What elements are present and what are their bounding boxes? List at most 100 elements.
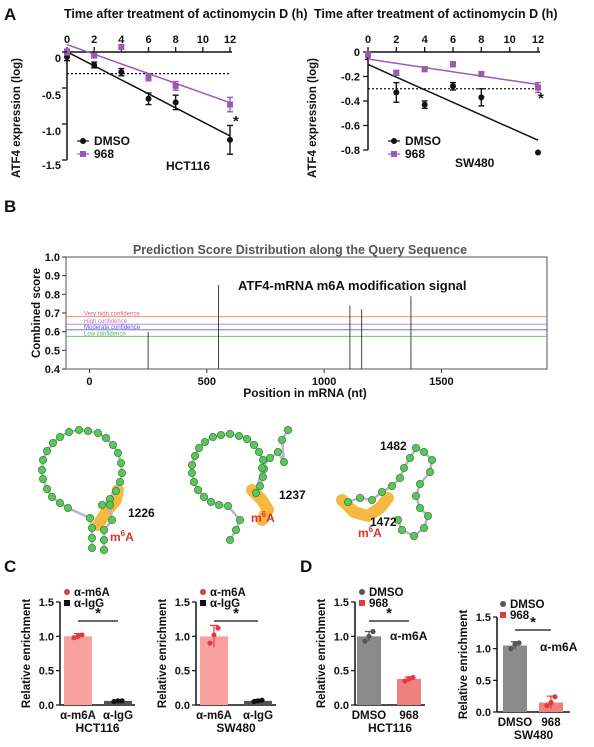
replicate-point [544,703,550,709]
chart-b-prediction: Prediction Score Distribution along the … [31,243,548,400]
nucleotide [405,453,414,462]
nucleotide [193,485,202,494]
y-tick-label: 1.5 [476,612,491,624]
rna3-site-label-1482: 1482 [380,439,407,453]
nucleotide [88,544,97,553]
nucleotide [117,458,126,467]
nucleotide [411,491,420,500]
category-label: DMSO [352,710,387,722]
data-point-dmso [450,83,456,90]
x-tick-label: 1500 [429,376,453,388]
nucleotide [94,428,103,437]
replicate-point [211,632,217,638]
nucleotide [88,524,97,533]
nucleotide [231,526,240,535]
y-tick-label: 1.5 [39,597,54,609]
y-tick-label: 0.0 [39,700,54,712]
rna1-m6a-label: m6A [110,529,134,544]
legend-marker [359,589,365,595]
x-tick-label: 2 [393,34,399,46]
x-tick-label: 10 [504,34,516,46]
data-point-dmso [118,69,125,76]
nucleotide [415,479,424,488]
y-tick-label: 0.4 [45,364,61,376]
legend-label: α-IgG [210,598,240,610]
nucleotide [225,536,234,545]
y-tick-label: 0 [354,47,360,59]
replicate-point [516,640,522,646]
nucleotide [64,503,73,512]
replicate-point [370,628,376,635]
data-point-968 [227,101,233,108]
x-tick-label: 0 [64,34,70,46]
x-tick-label: 0 [365,34,371,46]
replicate-point [251,698,257,705]
replicate-point [512,641,518,647]
bar-968 [397,678,421,705]
rna2-site-label: 1237 [279,488,306,502]
nucleotide [387,481,396,490]
nucleotide [273,447,282,456]
significance-star: * [530,614,536,631]
a1-legend-dmso-label: DMSO [94,134,130,148]
nucleotide [411,443,420,452]
data-point-968 [393,69,400,76]
legend-label: 968 [369,598,389,610]
data-point-968 [91,52,98,59]
nucleotide [49,438,58,447]
rna2-m6a-label: m6A [251,510,275,525]
nucleotide [395,473,404,482]
nucleotide [39,455,48,464]
data-point-968 [421,66,428,73]
nucleotide [343,497,352,506]
rna-structure-1237: 1237 m6A [187,425,306,545]
nucleotide [409,532,418,541]
legend-marker [64,589,70,595]
nucleotide [114,448,123,457]
y-tick-label: 1.5 [334,597,349,609]
x-tick-label: 4 [422,34,429,46]
nucleotide [88,534,97,543]
nucleotide [200,437,209,446]
panel-label-a: A [4,5,16,24]
rna-structure-1226: 1226 m6A [38,425,155,555]
replicate-point [115,698,121,704]
data-point-968 [118,43,125,50]
replicate-point [207,640,213,646]
y-tick-label: 1.0 [45,252,60,264]
x-tick-label: 4 [118,34,125,46]
nucleotide [100,526,109,535]
nucleotide [118,468,127,477]
legend-label: DMSO [369,587,404,599]
a2-significance-star: * [538,90,544,107]
nucleotide [249,440,258,449]
a2-legend-968-label: 968 [405,147,425,161]
category-label: DMSO [498,717,533,729]
category-label: 968 [399,710,419,722]
replicate-point [552,694,558,700]
panel-label-c: C [4,557,16,576]
x-tick-label: 1000 [312,376,336,388]
replicate-point [402,678,408,684]
nucleotide [279,457,288,466]
nucleotide [255,481,264,490]
rna3-m6a-label: m6A [358,525,382,540]
a1-ytick-3: -1.5 [42,160,61,172]
replicate-point [215,625,221,631]
y-tick-label: 0.5 [175,666,190,678]
nucleotide [86,514,95,523]
nucleotide [38,465,47,474]
nucleotide [187,468,196,477]
x-tick-label: 12 [532,34,544,46]
y-tick-label: 0.5 [476,675,491,687]
x-tick-label: 12 [224,34,236,46]
backbone-link [67,506,91,520]
nucleotide [258,455,267,464]
chart-a-hct116: Time after treatment of actinomycin D (h… [11,7,308,178]
nucleotide [277,435,286,444]
category-label: 968 [541,717,561,729]
legend-label: α-m6A [210,587,246,599]
